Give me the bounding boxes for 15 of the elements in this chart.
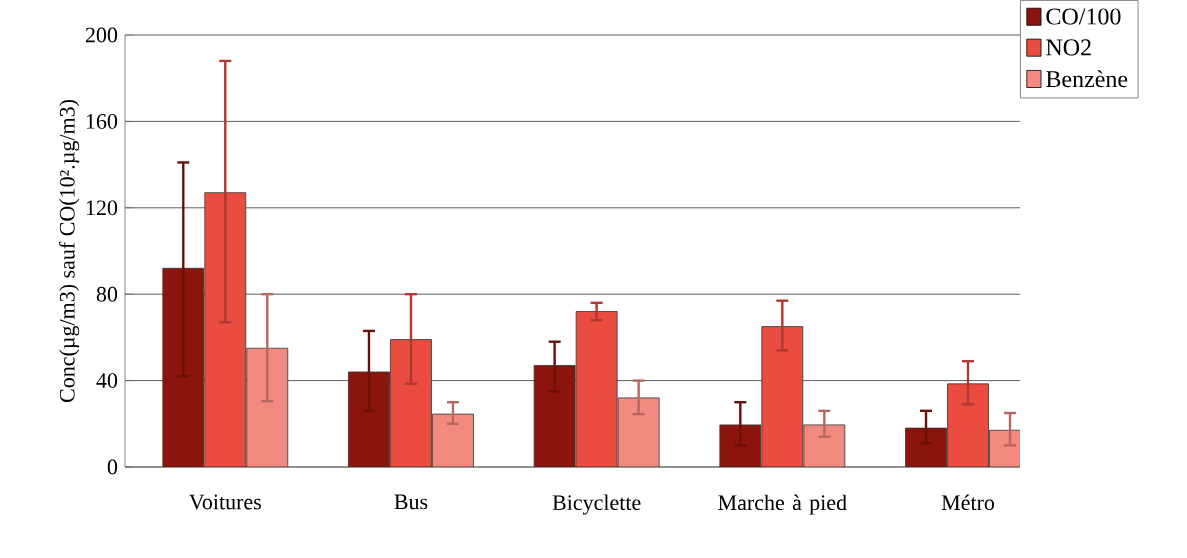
- y-tick-label: 80: [96, 286, 118, 302]
- y-tick-label: 0: [107, 459, 118, 475]
- x-tick-label: Marche à pied: [718, 494, 847, 515]
- x-tick-label: Métro: [941, 494, 995, 511]
- legend-label: Benzène: [1046, 70, 1128, 88]
- legend-label: CO/100: [1046, 8, 1121, 25]
- legend-label: NO2: [1046, 39, 1091, 56]
- y-tick-label: 160: [86, 113, 118, 129]
- x-tick-label: Bus: [394, 494, 428, 510]
- y-tick-label: 200: [85, 27, 118, 43]
- y-tick-label: 120: [86, 200, 118, 216]
- y-tick-label: 40: [96, 373, 118, 389]
- x-tick-label: Bicyclette: [552, 494, 641, 515]
- y-axis-title: Conc(µg/m3) sauf CO(10².µg/m3): [58, 100, 80, 403]
- x-tick-label: Voitures: [189, 494, 261, 510]
